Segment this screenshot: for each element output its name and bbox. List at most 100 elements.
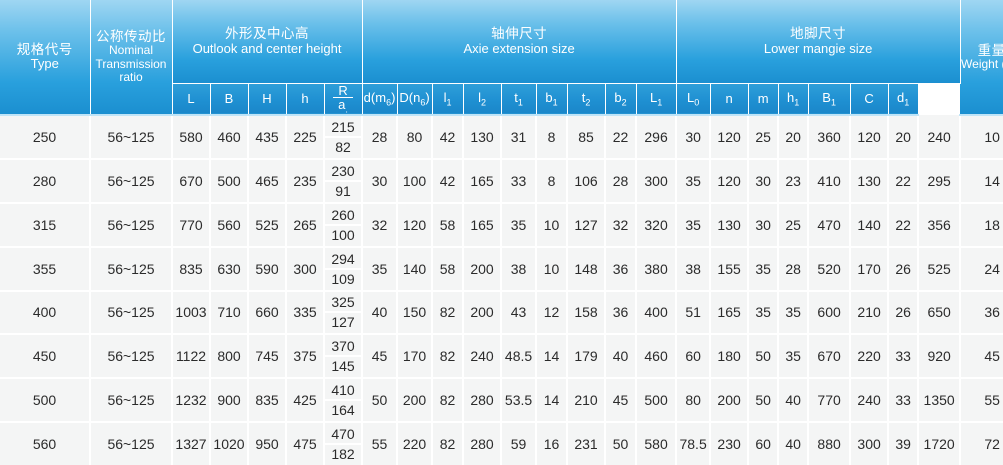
header-weight: 重量 Weight (kg)	[960, 0, 1003, 117]
cell-h: 475	[286, 422, 325, 465]
cell-oil: 45	[960, 334, 1003, 380]
cell-a: 145	[331, 358, 355, 375]
cell-a: 182	[331, 446, 355, 463]
cell-h: 265	[286, 202, 325, 248]
cell-b2: 45	[605, 378, 638, 424]
cell-m: 50	[748, 378, 780, 424]
cell-weight: 525	[918, 246, 962, 292]
cell-B: 560	[210, 202, 249, 248]
cell-C: 210	[850, 290, 890, 336]
cell-D_n6: 140	[397, 246, 434, 292]
col-Ra: R a.	[324, 83, 363, 117]
cell-D_n6: 200	[397, 378, 434, 424]
cell-D_n6: 150	[397, 290, 434, 336]
col-L: L	[172, 83, 211, 117]
table-row: 450 56~125 1122 800 745 375 370 145 45 170 82 240 48…	[0, 334, 1003, 380]
cell-Ra: 410 164	[324, 378, 364, 424]
cell-n: 130	[710, 202, 750, 248]
cell-B: 710	[210, 290, 249, 336]
cell-B1: 770	[808, 378, 852, 424]
cell-Ra: 230 91	[324, 159, 364, 204]
cell-h1: 40	[778, 422, 810, 465]
cell-l1: 82	[432, 378, 465, 424]
cell-weight: 920	[918, 334, 962, 380]
cell-ratio: 56~125	[90, 378, 173, 424]
header-lower-mangie-size: 地脚尺寸 Lower mangie size	[676, 0, 961, 84]
cell-b1: 8	[536, 115, 569, 161]
cell-L: 835	[172, 246, 211, 292]
cell-R: 215	[325, 118, 362, 139]
cell-R: 370	[325, 337, 362, 358]
col-m: m	[748, 83, 779, 117]
table-row: 280 56~125 670 500 465 235 230 91 30 100 42 165 33 8 1…	[0, 159, 1003, 204]
cell-t1: 48.5	[501, 334, 538, 380]
cell-t1: 38	[501, 246, 538, 292]
cell-L: 1232	[172, 378, 211, 424]
cell-weight: 650	[918, 290, 962, 336]
cell-L0: 80	[676, 378, 712, 424]
cell-oil: 72	[960, 422, 1003, 465]
cell-l1: 82	[432, 290, 465, 336]
cell-t2: 85	[567, 115, 607, 161]
cell-l1: 42	[432, 115, 465, 161]
cell-C: 130	[850, 159, 890, 204]
col-h: h	[286, 83, 325, 117]
cell-C: 240	[850, 378, 890, 424]
cell-H: 435	[248, 115, 287, 161]
cell-B1: 470	[808, 202, 852, 248]
cell-h: 375	[286, 334, 325, 380]
cell-weight: 240	[918, 115, 962, 161]
cell-ratio: 56~125	[90, 202, 173, 248]
cell-l2: 200	[463, 290, 503, 336]
cell-type: 355	[0, 246, 91, 292]
cell-ratio: 56~125	[90, 334, 173, 380]
cell-ratio: 56~125	[90, 159, 173, 204]
cell-a: 100	[331, 226, 355, 243]
cell-C: 220	[850, 334, 890, 380]
cell-h: 225	[286, 115, 325, 161]
cell-L: 670	[172, 159, 211, 204]
header-outlook-center-height-cn: 外形及中心高	[225, 26, 310, 42]
cell-D_n6: 220	[397, 422, 434, 465]
cell-L0: 35	[676, 202, 712, 248]
cell-t2: 231	[567, 422, 607, 465]
col-l2: l2	[463, 83, 502, 117]
table-body: 250 56~125 580 460 435 225 215 82 28 80 42 130 31 8 85…	[0, 115, 1003, 465]
cell-h1: 35	[778, 290, 810, 336]
cell-B: 1020	[210, 422, 249, 465]
cell-H: 525	[248, 202, 287, 248]
header-lower-mangie-size-cn: 地脚尺寸	[790, 26, 847, 42]
cell-a: 91	[335, 182, 351, 199]
header-axle-extension-size: 轴伸尺寸 Axie extension size	[362, 0, 677, 84]
cell-L0: 30	[676, 115, 712, 161]
col-h1: h1	[778, 83, 809, 117]
cell-ratio: 56~125	[90, 246, 173, 292]
cell-l1: 58	[432, 246, 465, 292]
cell-oil: 14	[960, 159, 1003, 204]
cell-b2: 36	[605, 246, 638, 292]
cell-weight: 356	[918, 202, 962, 248]
cell-m: 30	[748, 159, 780, 204]
cell-weight: 1350	[918, 378, 962, 424]
cell-H: 660	[248, 290, 287, 336]
cell-C: 140	[850, 202, 890, 248]
col-B1: B1	[808, 83, 851, 117]
cell-type: 400	[0, 290, 91, 336]
cell-type: 560	[0, 422, 91, 465]
header-sub-row: L B H h R a. d(m6) D(n6) l1 l2 t1 b1 t2 …	[0, 83, 1003, 117]
cell-t2: 127	[567, 202, 607, 248]
cell-L1: 500	[636, 378, 678, 424]
table-row: 315 56~125 770 560 525 265 260 100 32 120 58 165 35 1…	[0, 202, 1003, 248]
cell-L0: 35	[676, 159, 712, 204]
cell-B: 900	[210, 378, 249, 424]
cell-H: 590	[248, 246, 287, 292]
cell-L: 580	[172, 115, 211, 161]
cell-B: 800	[210, 334, 249, 380]
cell-t2: 210	[567, 378, 607, 424]
cell-d_m6: 35	[362, 246, 399, 292]
cell-L1: 400	[636, 290, 678, 336]
cell-l2: 165	[463, 159, 503, 204]
cell-h1: 35	[778, 334, 810, 380]
cell-t1: 35	[501, 202, 538, 248]
